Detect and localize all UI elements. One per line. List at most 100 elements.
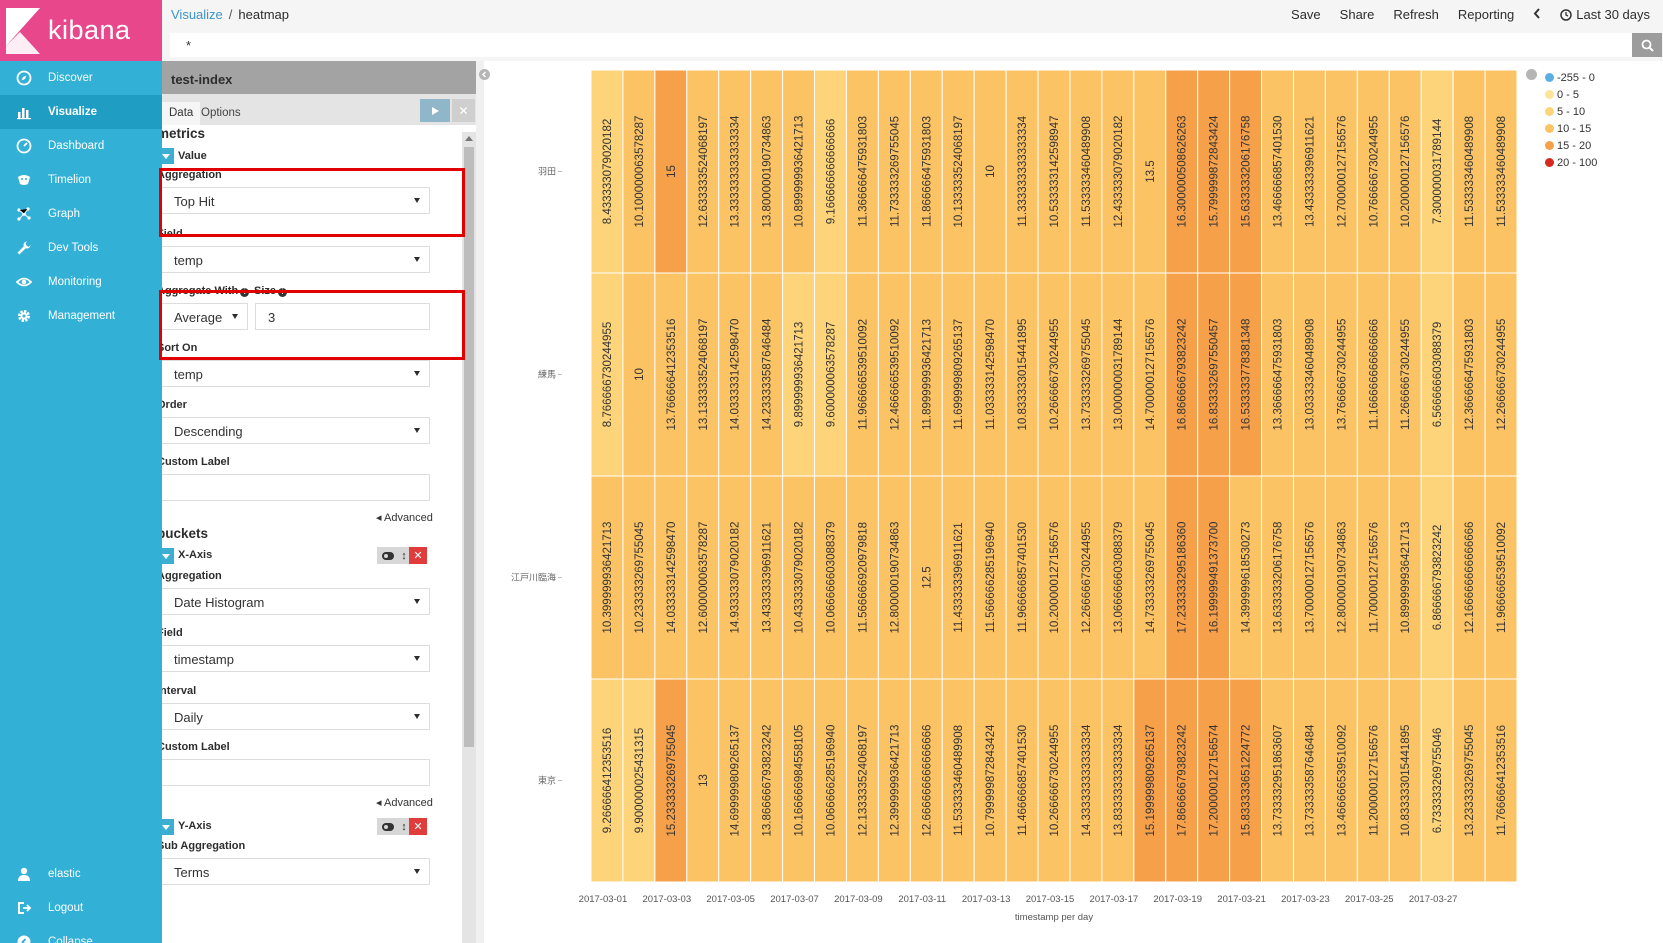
- heatmap-cell[interactable]: [1356, 272, 1390, 477]
- heatmap-cell[interactable]: [1197, 678, 1231, 883]
- heatmap-cell[interactable]: [718, 475, 752, 680]
- aggregation-select[interactable]: Top Hit: [162, 187, 430, 214]
- heatmap-cell[interactable]: [1484, 69, 1518, 274]
- kibana-logo[interactable]: kibana: [0, 0, 162, 61]
- heatmap-cell[interactable]: [814, 678, 847, 883]
- heatmap-cell[interactable]: [877, 272, 911, 477]
- toggle-agg-button[interactable]: [377, 547, 399, 564]
- heatmap-cell[interactable]: [1069, 678, 1103, 883]
- heatmap-cell[interactable]: [909, 272, 943, 477]
- sidebar-item-discover[interactable]: Discover: [0, 61, 162, 95]
- x-field-select[interactable]: timestamp: [162, 645, 430, 672]
- heatmap-cell[interactable]: [909, 678, 943, 883]
- heatmap-cell[interactable]: [654, 69, 688, 274]
- heatmap-cell[interactable]: [718, 272, 752, 477]
- heatmap-cell[interactable]: [1069, 272, 1103, 477]
- legend-item[interactable]: 0 - 5: [1545, 86, 1597, 103]
- heatmap-cell[interactable]: [941, 69, 975, 274]
- save-button[interactable]: Save: [1291, 7, 1321, 22]
- time-picker[interactable]: Last 30 days: [1560, 7, 1650, 22]
- collapse-editor-button[interactable]: [479, 69, 490, 80]
- metric-collapse-toggle[interactable]: [162, 148, 174, 164]
- time-back-button[interactable]: [1533, 7, 1541, 22]
- apply-changes-button[interactable]: [420, 99, 450, 122]
- x-aggregation-select[interactable]: Date Histogram: [162, 588, 430, 615]
- search-input[interactable]: [170, 33, 1632, 57]
- heatmap-cell[interactable]: [1452, 272, 1486, 477]
- heatmap-cell[interactable]: [1069, 69, 1103, 274]
- y-axis-collapse-toggle[interactable]: [162, 819, 174, 835]
- heatmap-cell[interactable]: [590, 678, 624, 883]
- heatmap-cell[interactable]: [973, 272, 1007, 477]
- heatmap-cell[interactable]: [1388, 475, 1422, 680]
- order-select[interactable]: Descending: [162, 417, 430, 444]
- heatmap-cell[interactable]: [750, 678, 784, 883]
- heatmap-cell[interactable]: [1324, 272, 1358, 477]
- heatmap-cell[interactable]: [1484, 678, 1518, 883]
- sidebar-item-graph[interactable]: Graph: [0, 197, 162, 231]
- x-custom-label-input[interactable]: [162, 759, 430, 786]
- sidebar-item-dashboard[interactable]: Dashboard: [0, 129, 162, 163]
- heatmap-cell[interactable]: [941, 678, 975, 883]
- reporting-button[interactable]: Reporting: [1457, 7, 1515, 22]
- collapse-legend-button[interactable]: [1526, 69, 1537, 80]
- heatmap-cell[interactable]: [1069, 475, 1103, 680]
- legend-item[interactable]: 15 - 20: [1545, 137, 1597, 154]
- heatmap-cell[interactable]: [1484, 475, 1518, 680]
- advanced-toggle[interactable]: ◂ Advanced: [376, 512, 433, 524]
- sidebar-item-collapse[interactable]: Collapse: [0, 925, 162, 943]
- heatmap-cell[interactable]: [1037, 475, 1071, 680]
- heatmap-cell[interactable]: [1261, 678, 1294, 883]
- heatmap-cell[interactable]: [1197, 272, 1231, 477]
- share-button[interactable]: Share: [1339, 7, 1375, 22]
- remove-agg-button[interactable]: ✕: [409, 547, 427, 564]
- heatmap-cell[interactable]: [1165, 678, 1199, 883]
- sidebar-item-logout[interactable]: Logout: [0, 891, 162, 925]
- heatmap-cell[interactable]: [1292, 678, 1326, 883]
- heatmap-cell[interactable]: [814, 69, 847, 274]
- heatmap-cell[interactable]: [1101, 678, 1135, 883]
- heatmap-cell[interactable]: [590, 272, 624, 477]
- scroll-up-icon[interactable]: [465, 136, 473, 141]
- heatmap-cell[interactable]: [1229, 69, 1263, 274]
- heatmap-cell[interactable]: [1005, 69, 1039, 274]
- heatmap-cell[interactable]: [1261, 475, 1294, 680]
- heatmap-cell[interactable]: [845, 69, 879, 274]
- x-advanced-toggle[interactable]: ◂ Advanced: [376, 797, 433, 809]
- heatmap-cell[interactable]: [1005, 475, 1039, 680]
- search-button[interactable]: [1632, 33, 1662, 57]
- heatmap-cell[interactable]: [1101, 475, 1135, 680]
- heatmap-cell[interactable]: [1261, 272, 1294, 477]
- interval-select[interactable]: Daily: [162, 703, 430, 730]
- heatmap-cell[interactable]: [1133, 475, 1167, 680]
- sidebar-item-timelion[interactable]: Timelion: [0, 163, 162, 197]
- heatmap-cell[interactable]: [686, 69, 720, 274]
- heatmap-cell[interactable]: [845, 272, 879, 477]
- heatmap-cell[interactable]: [1133, 678, 1167, 883]
- size-input[interactable]: 3: [255, 303, 430, 330]
- heatmap-cell[interactable]: [1484, 272, 1518, 477]
- heatmap-cell[interactable]: [1005, 272, 1039, 477]
- editor-scrollbar[interactable]: [462, 132, 476, 943]
- legend-item[interactable]: 5 - 10: [1545, 103, 1597, 120]
- heatmap-cell[interactable]: [1292, 475, 1326, 680]
- heatmap-cell[interactable]: [1037, 678, 1071, 883]
- legend-item[interactable]: 10 - 15: [1545, 120, 1597, 137]
- heatmap-cell[interactable]: [845, 475, 879, 680]
- heatmap-cell[interactable]: [1452, 678, 1486, 883]
- heatmap-cell[interactable]: [1420, 678, 1454, 883]
- heatmap-cell[interactable]: [973, 69, 1007, 274]
- custom-label-input[interactable]: [162, 474, 430, 501]
- sidebar-item-elastic[interactable]: elastic: [0, 857, 162, 891]
- field-select[interactable]: temp: [162, 246, 430, 273]
- discard-changes-button[interactable]: ✕: [452, 99, 475, 122]
- toggle-agg-button[interactable]: [377, 818, 399, 835]
- breadcrumb-visualize[interactable]: Visualize: [171, 7, 223, 22]
- tab-options[interactable]: Options: [201, 107, 241, 119]
- legend-item[interactable]: -255 - 0: [1545, 69, 1597, 86]
- heatmap-cell[interactable]: [1388, 69, 1422, 274]
- heatmap-cell[interactable]: [1133, 272, 1167, 477]
- heatmap-cell[interactable]: [1037, 272, 1071, 477]
- info-icon[interactable]: i: [240, 288, 250, 297]
- remove-agg-button[interactable]: ✕: [409, 818, 427, 835]
